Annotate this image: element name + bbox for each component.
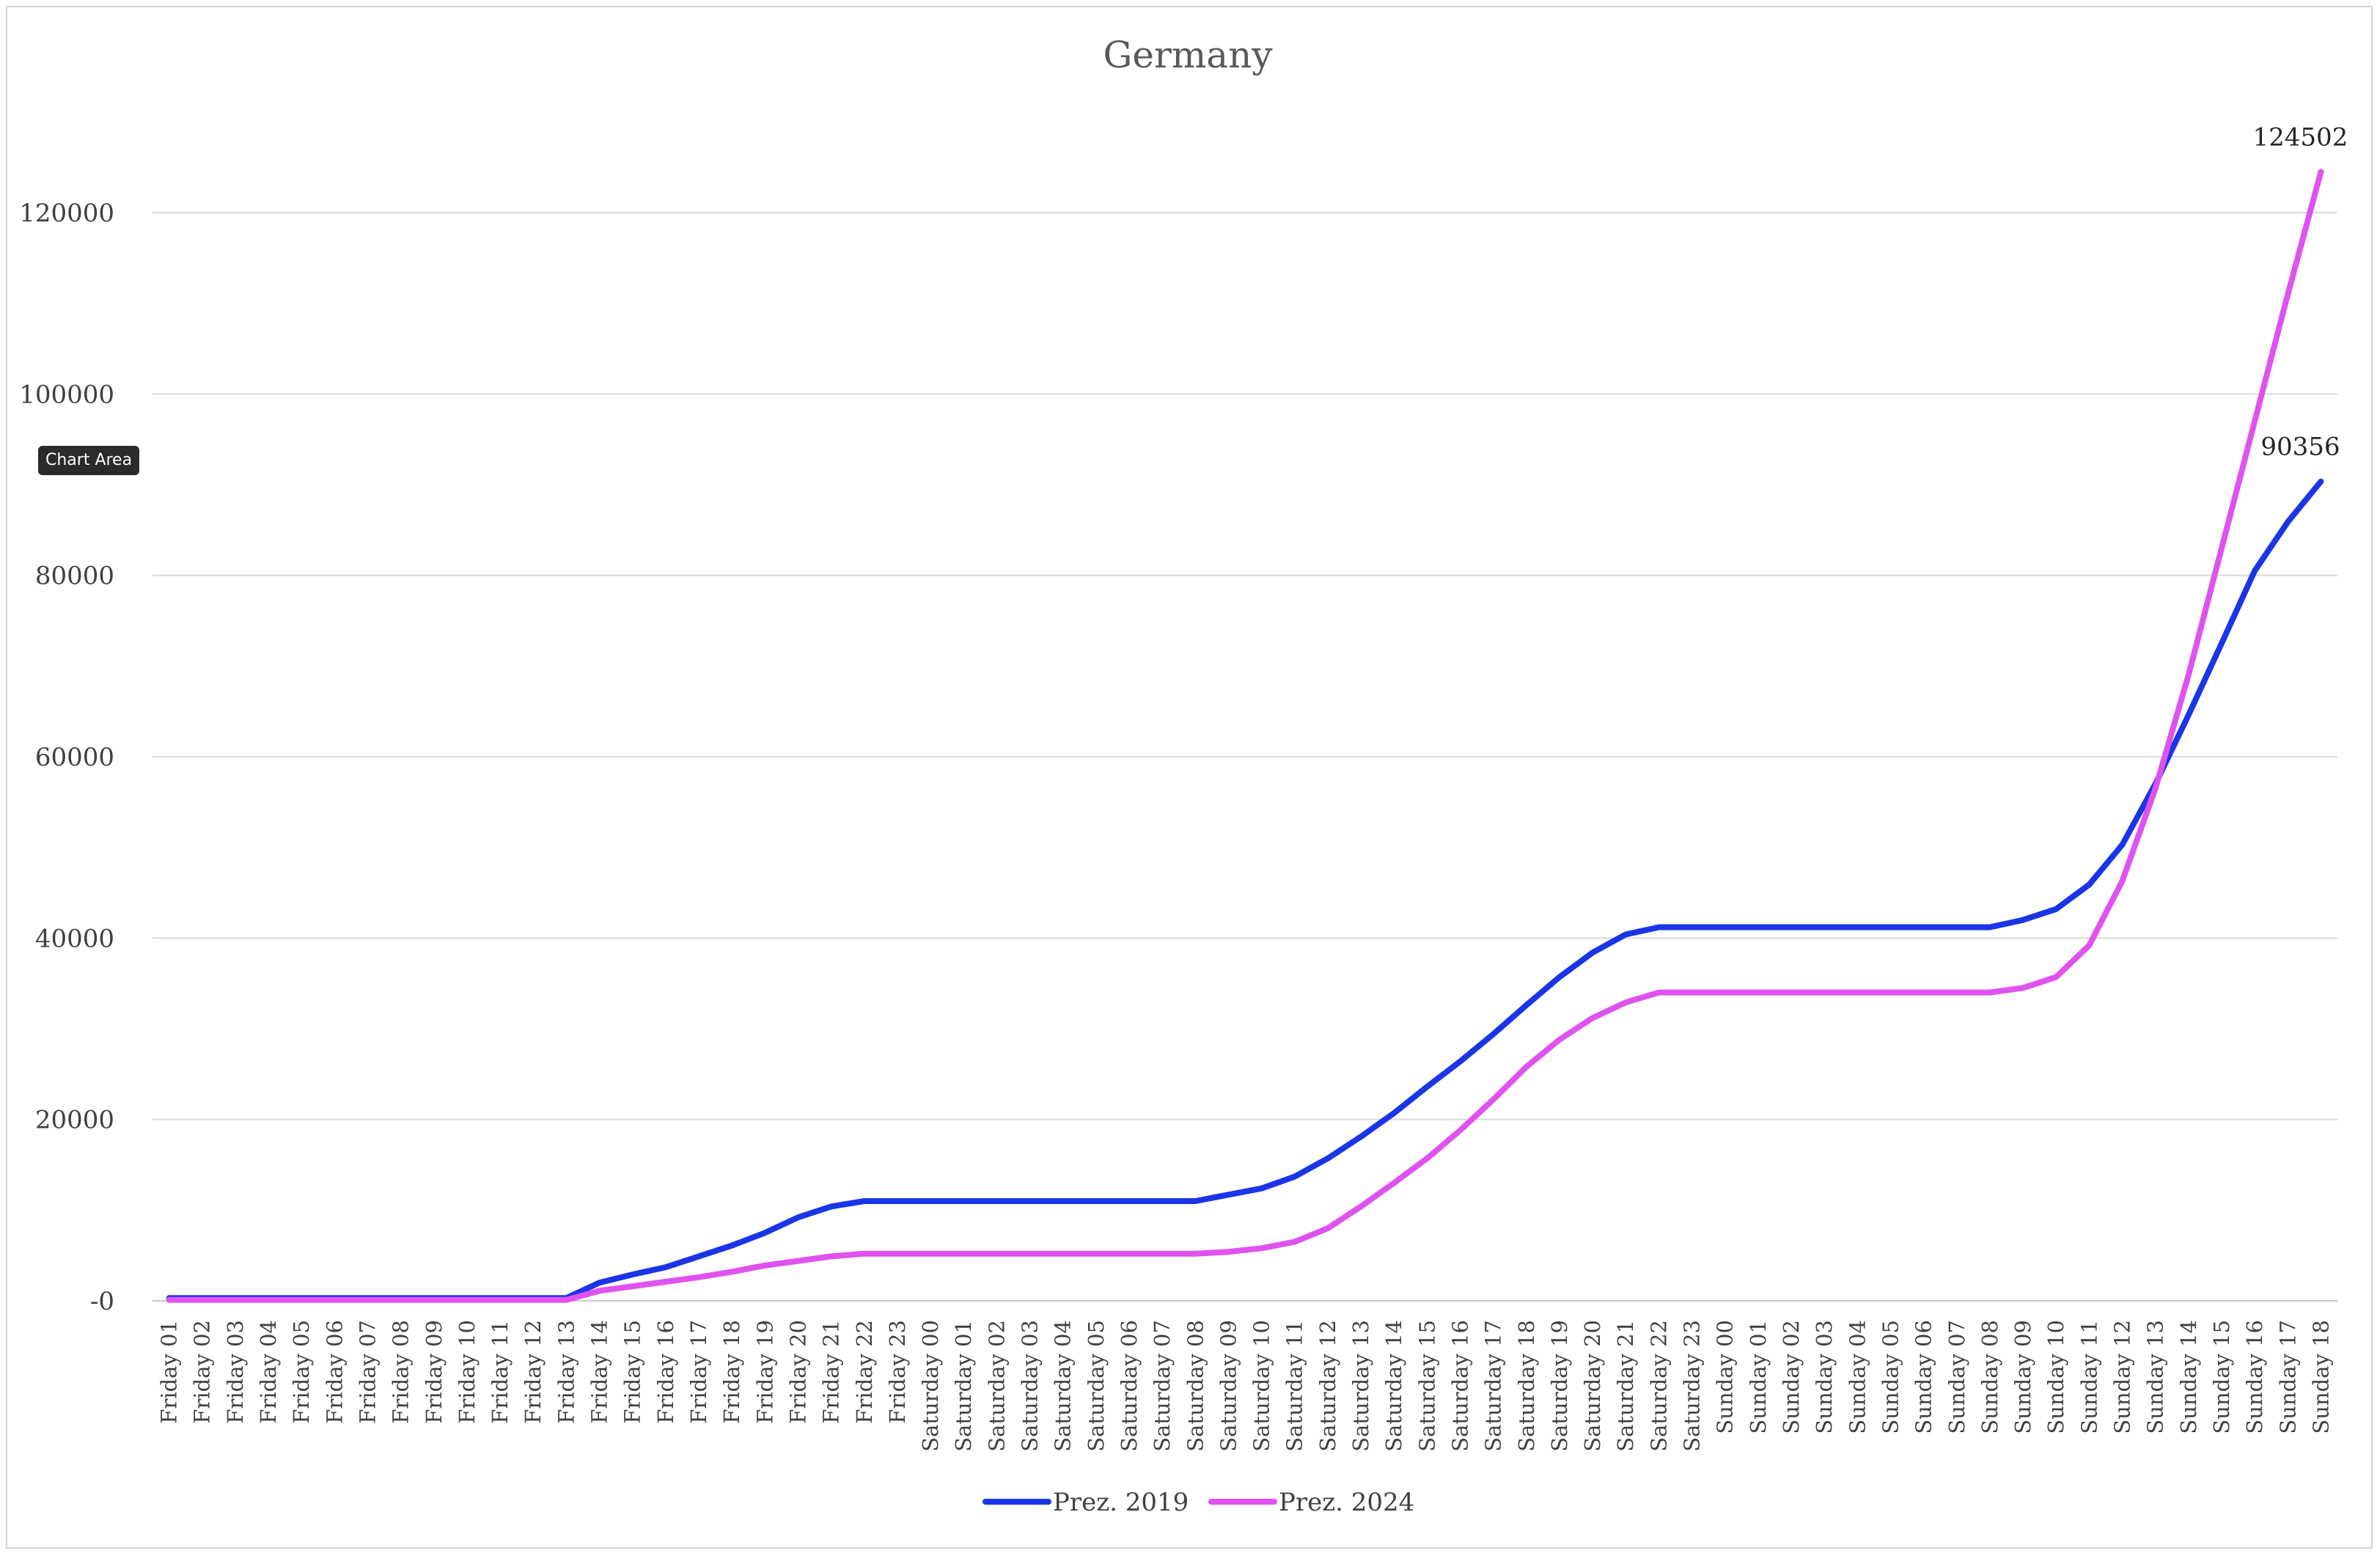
x-tick-label: Saturday 07	[1150, 1320, 1175, 1452]
x-axis-ticks: Friday 01 Friday 02 Friday 03 Friday 04 Frid…	[157, 1320, 2334, 1452]
x-tick-label: Friday 23	[885, 1320, 910, 1424]
x-tick-label: Friday 10	[455, 1320, 480, 1424]
x-tick-label: Sunday 03	[1812, 1320, 1837, 1434]
legend[interactable]: Prez. 2019 Prez. 2024	[983, 1488, 1414, 1517]
x-tick-label: Sunday 11	[2076, 1320, 2101, 1434]
x-tick-label: Saturday 12	[1315, 1320, 1340, 1452]
x-tick-label: Saturday 17	[1481, 1320, 1506, 1452]
x-tick-label: Saturday 02	[984, 1320, 1009, 1452]
x-tick-label: Friday 19	[752, 1320, 777, 1424]
x-tick-label: Friday 16	[653, 1320, 678, 1424]
x-tick-label: Friday 17	[686, 1320, 711, 1424]
x-tick-label: Friday 05	[289, 1320, 314, 1424]
x-tick-label: Sunday 16	[2242, 1320, 2267, 1434]
x-tick-label: Friday 18	[719, 1320, 744, 1424]
x-tick-label: Sunday 02	[1779, 1320, 1804, 1434]
x-tick-label: Sunday 06	[1911, 1320, 1936, 1434]
x-tick-label: Saturday 21	[1613, 1320, 1638, 1452]
x-tick-label: Sunday 18	[2308, 1320, 2333, 1434]
x-tick-label: Friday 21	[819, 1320, 844, 1424]
data-label-2: 124502	[2253, 122, 2348, 152]
x-tick-label: Saturday 16	[1447, 1320, 1472, 1452]
x-tick-label: Sunday 00	[1713, 1320, 1738, 1434]
x-tick-label: Friday 15	[620, 1320, 645, 1424]
y-tick-label: -0	[90, 1287, 114, 1316]
series-layer[interactable]	[166, 169, 2324, 1303]
x-tick-label: Friday 06	[322, 1320, 347, 1424]
x-tick-label: Friday 09	[422, 1320, 447, 1424]
chart-frame[interactable]	[6, 6, 2373, 1549]
x-tick-label: Sunday 09	[2010, 1320, 2035, 1434]
x-tick-label: Saturday 04	[1051, 1320, 1076, 1452]
x-tick-label: Saturday 20	[1580, 1320, 1605, 1452]
x-tick-label: Sunday 05	[1878, 1320, 1903, 1434]
series-line-2[interactable]	[166, 169, 2324, 1303]
x-tick-label: Sunday 04	[1845, 1320, 1870, 1434]
x-tick-label: Saturday 13	[1348, 1320, 1373, 1452]
grid-layer	[153, 212, 2337, 1302]
x-tick-label: Friday 01	[157, 1320, 182, 1424]
x-tick-label: Sunday 07	[1944, 1320, 1969, 1434]
x-tick-label: Friday 08	[389, 1320, 414, 1424]
data-labels: 90356 124502	[2253, 122, 2348, 461]
x-tick-label: Saturday 03	[1018, 1320, 1043, 1452]
x-tick-label: Friday 22	[852, 1320, 877, 1424]
x-tick-label: Saturday 15	[1414, 1320, 1439, 1452]
y-tick-label: 20000	[35, 1106, 114, 1135]
chart-area-tooltip: Chart Area	[38, 446, 140, 475]
x-tick-label: Friday 04	[256, 1320, 281, 1424]
x-tick-label: Saturday 23	[1680, 1320, 1705, 1452]
y-tick-label: 60000	[35, 743, 114, 772]
x-tick-label: Friday 07	[355, 1320, 380, 1424]
y-tick-label: 100000	[19, 380, 114, 409]
data-label-1: 90356	[2260, 433, 2340, 462]
x-tick-label: Sunday 01	[1746, 1320, 1771, 1434]
x-tick-label: Saturday 14	[1381, 1320, 1406, 1452]
y-tick-label: 80000	[35, 562, 114, 591]
y-tick-label: 120000	[19, 199, 114, 228]
legend-label-1: Prez. 2019	[1053, 1488, 1189, 1517]
y-axis-ticks: -0 20000 40000 60000 80000 100000 120000	[19, 199, 114, 1316]
x-tick-label: Sunday 17	[2275, 1320, 2300, 1434]
x-tick-label: Friday 02	[190, 1320, 215, 1424]
y-tick-label: 40000	[35, 924, 114, 953]
x-tick-label: Saturday 00	[918, 1320, 943, 1452]
x-tick-label: Saturday 09	[1216, 1320, 1241, 1452]
x-tick-label: Sunday 12	[2110, 1320, 2135, 1434]
x-tick-label: Saturday 18	[1514, 1320, 1539, 1452]
x-tick-label: Friday 12	[521, 1320, 546, 1424]
x-tick-label: Friday 13	[554, 1320, 579, 1424]
x-tick-label: Saturday 19	[1547, 1320, 1572, 1452]
x-tick-label: Sunday 15	[2209, 1320, 2234, 1434]
x-tick-label: Sunday 14	[2176, 1320, 2201, 1434]
x-tick-label: Saturday 06	[1117, 1320, 1142, 1452]
chart-title: Germany	[1103, 34, 1273, 76]
x-tick-label: Saturday 10	[1249, 1320, 1274, 1452]
x-tick-label: Saturday 08	[1183, 1320, 1208, 1452]
x-tick-label: Friday 20	[785, 1320, 810, 1424]
x-tick-label: Saturday 05	[1084, 1320, 1109, 1452]
x-tick-label: Friday 11	[488, 1320, 513, 1424]
x-tick-label: Sunday 10	[2043, 1320, 2068, 1434]
x-tick-label: Saturday 22	[1646, 1320, 1671, 1452]
x-tick-label: Sunday 13	[2143, 1320, 2168, 1434]
x-tick-label: Sunday 08	[1977, 1320, 2002, 1434]
legend-label-2: Prez. 2024	[1279, 1488, 1414, 1517]
x-tick-label: Friday 14	[587, 1320, 612, 1424]
x-tick-label: Saturday 11	[1282, 1320, 1307, 1452]
x-tick-label: Friday 03	[223, 1320, 248, 1424]
series-line-1[interactable]	[166, 478, 2324, 1302]
x-tick-label: Saturday 01	[951, 1320, 976, 1452]
